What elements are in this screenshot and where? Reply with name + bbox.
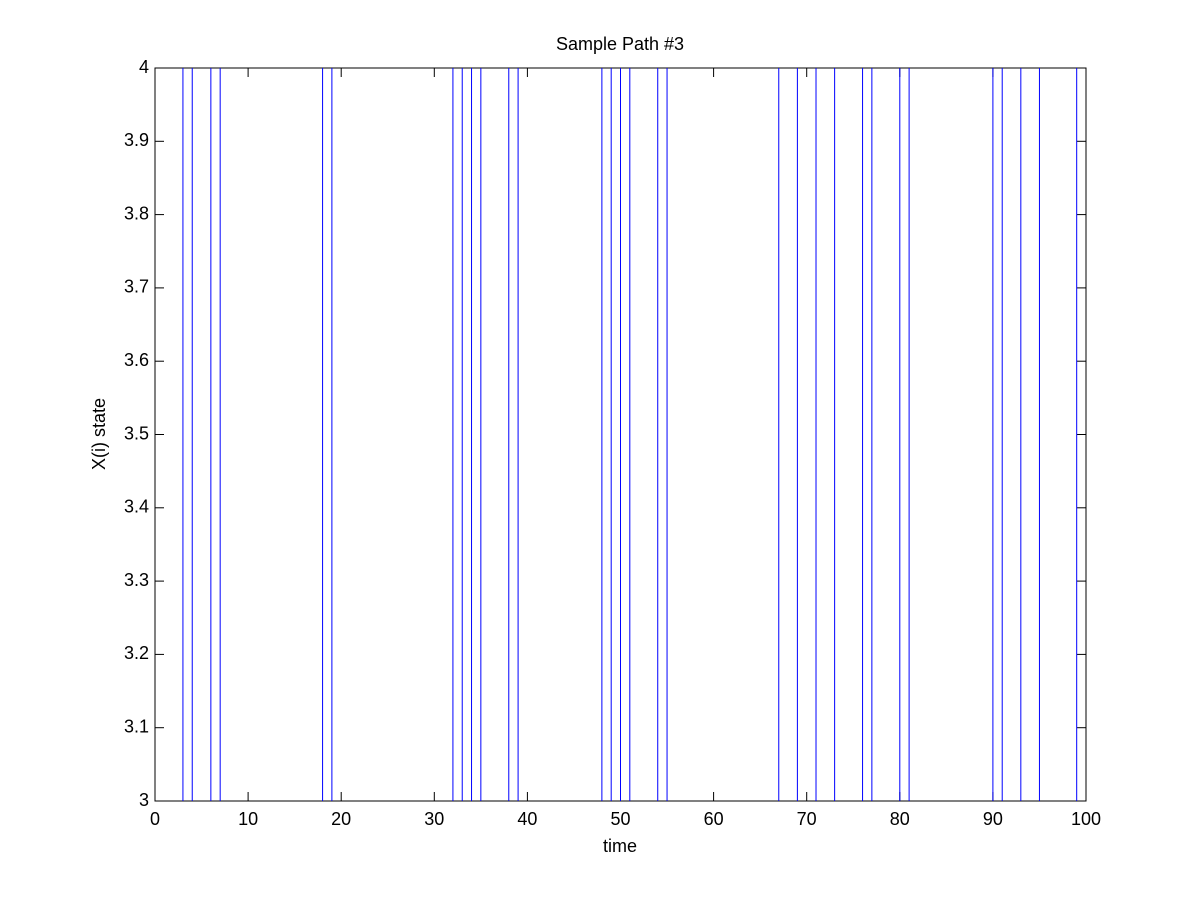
x-tick-label: 20 — [331, 809, 351, 829]
y-tick-label: 3.1 — [124, 716, 149, 736]
x-tick-label: 60 — [704, 809, 724, 829]
x-tick-label: 90 — [983, 809, 1003, 829]
x-tick-label: 40 — [517, 809, 537, 829]
x-tick-label: 80 — [890, 809, 910, 829]
y-tick-label: 3.7 — [124, 277, 149, 297]
y-tick-label: 3.5 — [124, 423, 149, 443]
y-axis-label: X(i) state — [89, 398, 109, 470]
x-tick-label: 0 — [150, 809, 160, 829]
y-tick-label: 3.3 — [124, 570, 149, 590]
y-tick-label: 3.8 — [124, 203, 149, 223]
x-tick-label: 70 — [797, 809, 817, 829]
x-tick-label: 10 — [238, 809, 258, 829]
x-tick-label: 50 — [610, 809, 630, 829]
y-tick-label: 3 — [139, 790, 149, 810]
y-tick-label: 3.6 — [124, 350, 149, 370]
y-tick-label: 4 — [139, 57, 149, 77]
chart-title: Sample Path #3 — [556, 34, 684, 54]
x-axis-label: time — [603, 836, 637, 856]
y-tick-label: 3.9 — [124, 130, 149, 150]
x-tick-label: 100 — [1071, 809, 1101, 829]
y-tick-label: 3.2 — [124, 643, 149, 663]
y-tick-label: 3.4 — [124, 497, 149, 517]
x-tick-label: 30 — [424, 809, 444, 829]
